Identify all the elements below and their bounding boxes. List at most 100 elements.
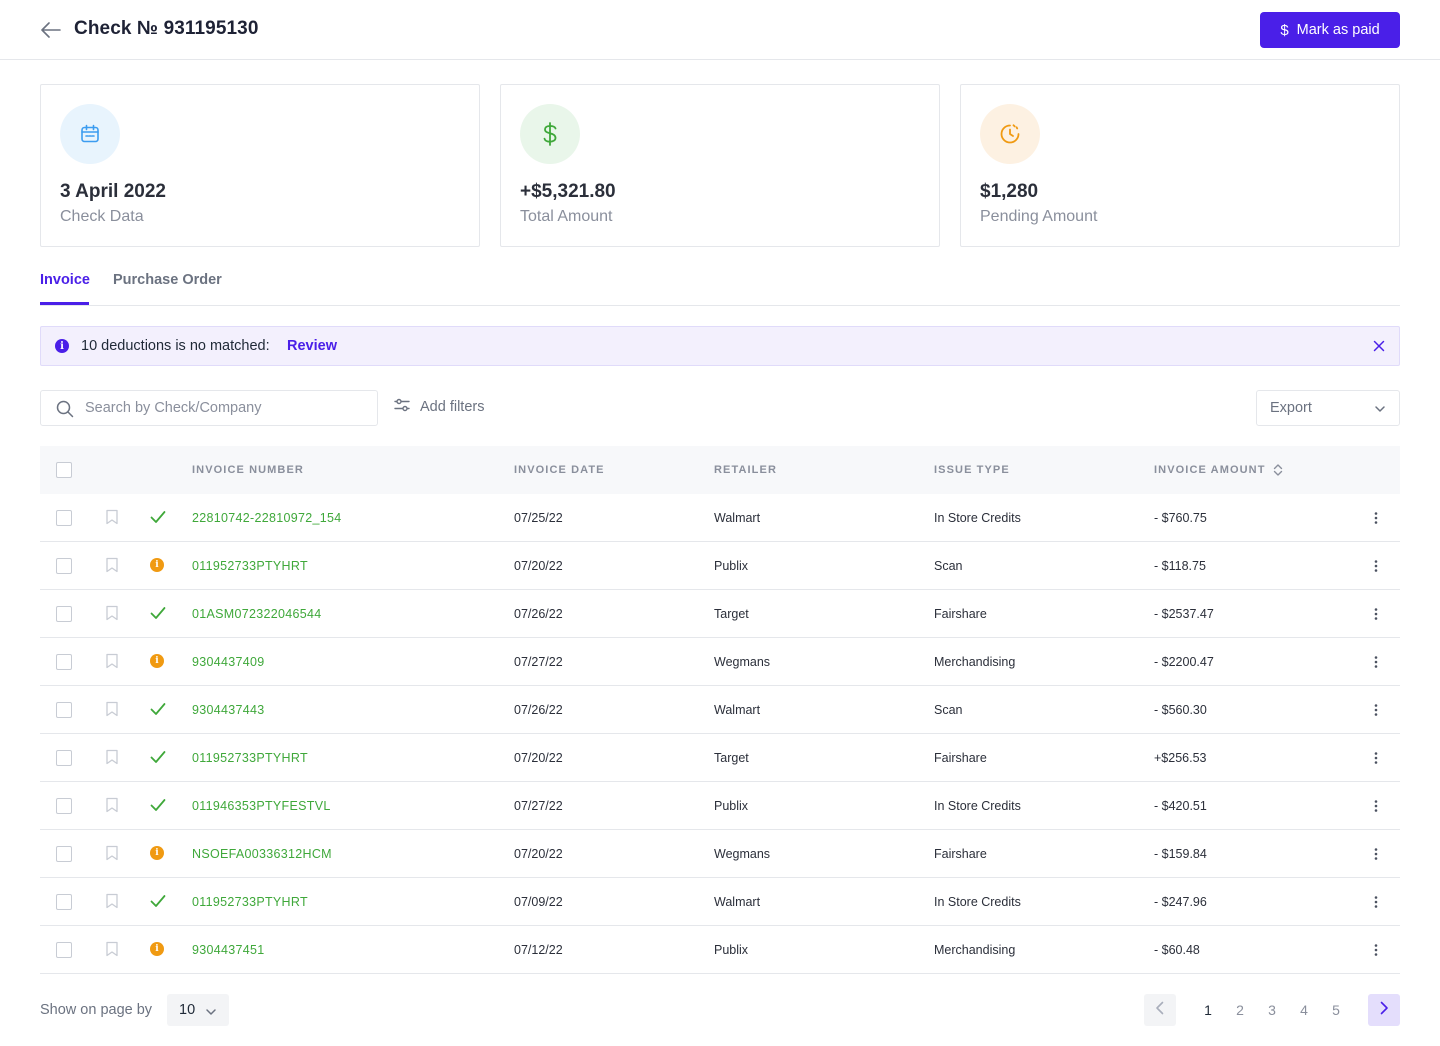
row-checkbox[interactable] xyxy=(56,510,72,526)
column-issue-type: ISSUE TYPE xyxy=(934,464,1010,476)
bookmark-icon[interactable] xyxy=(105,605,119,626)
invoice-date: 07/09/22 xyxy=(514,895,563,909)
mark-as-paid-button[interactable]: $ Mark as paid xyxy=(1260,12,1400,48)
issue-type: Scan xyxy=(934,559,963,573)
more-options-icon[interactable] xyxy=(1368,798,1384,814)
bookmark-icon[interactable] xyxy=(105,941,119,962)
more-options-icon[interactable] xyxy=(1368,702,1384,718)
dollar-icon xyxy=(520,104,580,164)
row-checkbox[interactable] xyxy=(56,654,72,670)
invoice-number-link[interactable]: 011952733PTYHRT xyxy=(192,559,308,573)
table-row[interactable]: i 011952733PTYHRT 07/20/22 Publix Scan - $118… xyxy=(40,542,1400,590)
select-all-checkbox[interactable] xyxy=(56,462,72,478)
invoice-number-link[interactable]: 9304437451 xyxy=(192,943,265,957)
invoice-amount: - $420.51 xyxy=(1154,799,1207,813)
more-options-icon[interactable] xyxy=(1368,558,1384,574)
invoice-number-link[interactable]: 9304437443 xyxy=(192,703,265,717)
retailer: Wegmans xyxy=(714,655,771,669)
more-options-icon[interactable] xyxy=(1368,942,1384,958)
export-label: Export xyxy=(1270,400,1312,416)
more-options-icon[interactable] xyxy=(1368,894,1384,910)
invoice-date: 07/26/22 xyxy=(514,607,563,621)
table-row[interactable]: 22810742-22810972_154 07/25/22 Walmart In S… xyxy=(40,494,1400,542)
page-size-select[interactable]: 10 xyxy=(167,994,229,1026)
page-2-button[interactable]: 2 xyxy=(1236,1002,1244,1018)
page-size-label: Show on page by xyxy=(40,1002,153,1018)
export-dropdown[interactable]: Export xyxy=(1256,390,1400,426)
page-size-value: 10 xyxy=(179,1002,196,1018)
active-tab-indicator xyxy=(40,302,89,305)
checkmark-icon xyxy=(150,702,166,721)
warning-icon: i xyxy=(150,942,164,956)
tab-purchase-order[interactable]: Purchase Order xyxy=(113,272,222,288)
column-invoice-amount[interactable]: INVOICE AMOUNT xyxy=(1154,464,1266,476)
bookmark-icon[interactable] xyxy=(105,845,119,866)
invoice-amount: - $2200.47 xyxy=(1154,655,1214,669)
invoice-number-link[interactable]: 01ASM072322046544 xyxy=(192,607,322,621)
warning-icon: i xyxy=(150,558,164,572)
invoice-number-link[interactable]: 011952733PTYHRT xyxy=(192,895,308,909)
total-amount-label: Total Amount xyxy=(520,208,613,225)
table-row[interactable]: 9304437443 07/26/22 Walmart Scan - $560.30 xyxy=(40,686,1400,734)
bookmark-icon[interactable] xyxy=(105,797,119,818)
invoice-number-link[interactable]: 9304437409 xyxy=(192,655,265,669)
page-5-button[interactable]: 5 xyxy=(1332,1002,1340,1018)
table-row[interactable]: 011946353PTYFESTVL 07/27/22 Publix In Store… xyxy=(40,782,1400,830)
unmatched-alert: i 10 deductions is no matched: Review xyxy=(40,326,1400,366)
invoice-date: 07/26/22 xyxy=(514,703,563,717)
bookmark-icon[interactable] xyxy=(105,701,119,722)
issue-type: In Store Credits xyxy=(934,799,1021,813)
tab-invoice[interactable]: Invoice xyxy=(40,272,90,288)
bookmark-icon[interactable] xyxy=(105,749,119,770)
more-options-icon[interactable] xyxy=(1368,654,1384,670)
search-input[interactable] xyxy=(85,391,365,425)
issue-type: Fairshare xyxy=(934,607,987,621)
page-4-button[interactable]: 4 xyxy=(1300,1002,1308,1018)
invoice-amount: - $159.84 xyxy=(1154,847,1207,861)
invoice-number-link[interactable]: 22810742-22810972_154 xyxy=(192,511,342,525)
page-1-button[interactable]: 1 xyxy=(1204,1002,1212,1018)
close-icon[interactable] xyxy=(1370,337,1388,355)
invoice-number-link[interactable]: 011946353PTYFESTVL xyxy=(192,799,331,813)
more-options-icon[interactable] xyxy=(1368,606,1384,622)
more-options-icon[interactable] xyxy=(1368,846,1384,862)
row-checkbox[interactable] xyxy=(56,846,72,862)
row-checkbox[interactable] xyxy=(56,798,72,814)
table-row[interactable]: i 9304437409 07/27/22 Wegmans Merchandising -… xyxy=(40,638,1400,686)
retailer: Target xyxy=(714,751,749,765)
table-row[interactable]: 011952733PTYHRT 07/20/22 Target Fairshare +$… xyxy=(40,734,1400,782)
row-checkbox[interactable] xyxy=(56,606,72,622)
invoice-date: 07/27/22 xyxy=(514,655,563,669)
invoice-number-link[interactable]: 011952733PTYHRT xyxy=(192,751,308,765)
bookmark-icon[interactable] xyxy=(105,509,119,530)
page-3-button[interactable]: 3 xyxy=(1268,1002,1276,1018)
bookmark-icon[interactable] xyxy=(105,893,119,914)
review-link[interactable]: Review xyxy=(287,338,337,354)
invoice-number-link[interactable]: NSOEFA00336312HCM xyxy=(192,847,332,861)
table-row[interactable]: 01ASM072322046544 07/26/22 Target Fairshare… xyxy=(40,590,1400,638)
tabs: Invoice Purchase Order xyxy=(40,260,1400,306)
row-checkbox[interactable] xyxy=(56,558,72,574)
table-row[interactable]: 011952733PTYHRT 07/09/22 Walmart In Store C… xyxy=(40,878,1400,926)
next-page-button[interactable] xyxy=(1368,994,1400,1026)
more-options-icon[interactable] xyxy=(1368,510,1384,526)
row-checkbox[interactable] xyxy=(56,894,72,910)
previous-page-button[interactable] xyxy=(1144,994,1176,1026)
invoice-amount: - $2537.47 xyxy=(1154,607,1214,621)
back-arrow-icon[interactable] xyxy=(40,19,62,41)
retailer: Publix xyxy=(714,943,749,957)
bookmark-icon[interactable] xyxy=(105,557,119,578)
row-checkbox[interactable] xyxy=(56,702,72,718)
table-row[interactable]: i NSOEFA00336312HCM 07/20/22 Wegmans Fairsha… xyxy=(40,830,1400,878)
table-row[interactable]: i 9304437451 07/12/22 Publix Merchandising - … xyxy=(40,926,1400,974)
sort-icon[interactable] xyxy=(1273,463,1283,482)
bookmark-icon[interactable] xyxy=(105,653,119,674)
invoice-amount: - $560.30 xyxy=(1154,703,1207,717)
warning-icon: i xyxy=(150,846,164,860)
add-filters-label: Add filters xyxy=(420,399,485,415)
row-checkbox[interactable] xyxy=(56,750,72,766)
add-filters-button[interactable]: Add filters xyxy=(394,398,484,416)
check-date-label: Check Data xyxy=(60,208,144,225)
more-options-icon[interactable] xyxy=(1368,750,1384,766)
row-checkbox[interactable] xyxy=(56,942,72,958)
